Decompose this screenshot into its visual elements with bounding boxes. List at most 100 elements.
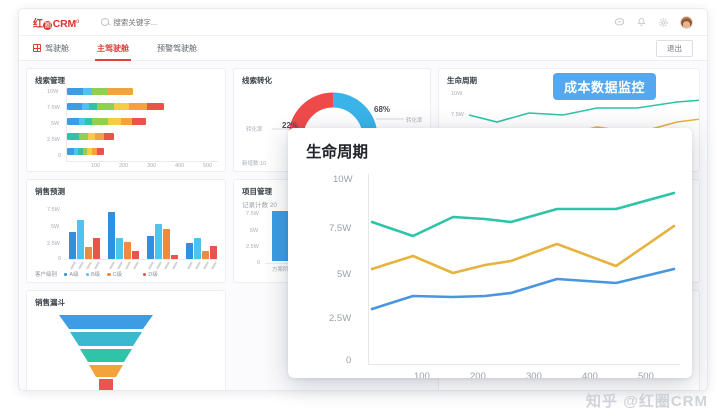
y-tick: 10W [451,91,463,97]
top-bar: 红圈 CRM o [19,9,707,36]
legend-label: C级 [112,272,123,278]
x-tick: 500 [638,371,654,378]
bar-row [67,148,104,155]
y-tick: 7.5W [451,112,464,118]
popup-line-chart: 10W 7.5W 5W 2.5W 0 100 200 300 400 500 [288,128,692,378]
x-tick: 方案阶段 [272,267,295,273]
y-tick: 2.5W [329,313,352,324]
y-axis [66,87,67,161]
app-logo[interactable]: 红圈 CRM o [33,15,79,30]
card-subtitle: 记录计数 20 [242,202,278,209]
x-axis [66,259,218,260]
y-tick: 0 [58,256,62,262]
x-tick: 100 [91,163,101,169]
bar-row [67,118,146,125]
x-tick: 500 [203,163,213,169]
legend-item: D级 [143,270,158,278]
sales-forecast-chart: 7.5W 5W 2.5W 0 [27,180,225,282]
legend-label: B级 [90,272,101,278]
x-tick: 200 [470,371,486,378]
search-box[interactable] [101,17,234,27]
x-tick: 400 [582,371,598,378]
x-tick-marks [70,261,217,270]
tab-cockpit[interactable]: 驾驶舱 [33,36,83,61]
y-tick: 5W [51,121,60,127]
tab-alert-cockpit[interactable]: 预警驾驶舱 [143,36,211,61]
y-tick: 0 [346,355,352,366]
x-tick: 200 [119,163,129,169]
top-bar-actions [614,9,693,36]
lead-management-chart: 10W 7.5W 5W 2.5W 0 [27,69,225,171]
logo-text-en: CRM [52,17,77,30]
search-icon [101,18,110,26]
legend-label: D级 [148,272,158,278]
logo-badge: 圈 [43,20,53,30]
card-title: 线索转化 [242,76,272,85]
right-percent: 68% [374,105,391,114]
logo-text-cn: 红 [33,18,43,30]
x-tick: 100 [414,371,430,378]
x-axis [368,364,680,366]
right-label: 转化率 [406,118,423,124]
y-axis [368,174,370,364]
y-tick: 7.5W [47,105,60,111]
card-title: 生命周期 [447,76,477,85]
series-lines [370,191,676,311]
lifecycle-popup[interactable]: 生命周期 10W 7.5W 5W 2.5W 0 100 200 300 400 … [288,128,692,378]
left-percent: 22% [282,121,299,130]
logout-button[interactable]: 退出 [656,40,693,57]
tab-label: 预警驾驶舱 [157,43,197,53]
avatar[interactable] [680,16,693,29]
legend-item: A级 [64,270,79,278]
y-tick: 5W [250,228,259,234]
card-title: 项目管理 [242,187,272,196]
gear-icon[interactable] [658,17,669,28]
legend-item: B级 [85,270,101,278]
left-label: 转化率 [246,127,263,133]
y-tick: 7.5W [47,207,60,213]
y-tick: 5W [51,224,60,230]
y-tick: 10W [47,89,59,95]
bar-row [67,103,164,110]
card-title: 销售预测 [35,187,65,196]
bar-row [67,133,114,140]
tab-label: 驾驶舱 [45,43,69,53]
popup-title: 生命周期 [306,144,369,161]
x-axis [66,161,218,162]
x-tick: 400 [175,163,185,169]
legend-title: 客户级别 [35,272,58,278]
card-title: 销售漏斗 [35,298,65,307]
y-tick: 2.5W [246,244,259,250]
bar-row [67,88,133,95]
sales-forecast-legend: 客户级别 A级 B级 C级 D级 [35,270,219,278]
legend-label: A级 [69,272,79,278]
y-tick: 5W [337,269,352,280]
tab-bar: 驾驶舱 主驾驶舱 预警驾驶舱 退出 [19,36,707,61]
bars-area [66,204,218,259]
search-input[interactable] [113,17,234,27]
footer-label: 新增数:10 [242,161,267,167]
watermark: 知乎 @红圈CRM [586,393,708,410]
tab-label: 主驾驶舱 [97,43,129,53]
card-lead-management[interactable]: 线索管理 10W 7.5W 5W 2.5W 0 [26,68,226,172]
x-tick: 300 [147,163,157,169]
message-icon[interactable] [614,17,625,28]
y-tick: 10W [333,174,353,185]
card-sales-funnel[interactable]: 销售漏斗 [26,290,226,390]
grid-icon [33,44,41,52]
logo-superscript: o [76,18,80,25]
y-tick: 0 [257,260,261,266]
funnel-chart [59,315,153,390]
bell-icon[interactable] [636,17,647,28]
y-tick: 0 [58,153,62,159]
card-title: 线索管理 [35,76,65,85]
tab-main-cockpit[interactable]: 主驾驶舱 [83,36,143,61]
cost-monitor-callout: 成本数据监控 [553,73,657,100]
bar [272,211,292,261]
legend-item: C级 [107,270,122,278]
y-tick: 2.5W [47,137,60,143]
y-tick: 7.5W [329,223,352,234]
y-tick: 7.5W [246,211,259,217]
card-sales-forecast[interactable]: 销售预测 7.5W 5W 2.5W 0 [26,179,226,283]
